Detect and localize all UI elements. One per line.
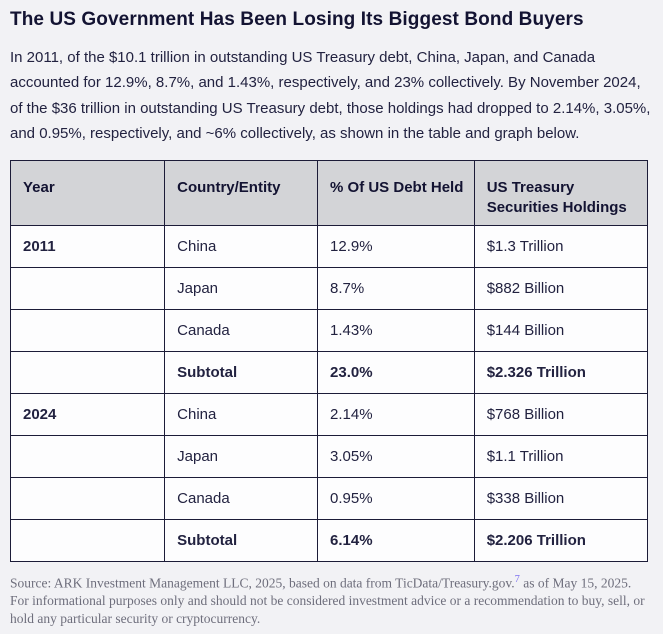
table-row: Japan 3.05% $1.1 Trillion <box>9 435 649 479</box>
cell-country: Japan <box>164 267 319 311</box>
cell-year: 2024 <box>9 393 166 437</box>
column-header-year: Year <box>9 159 166 227</box>
treasury-holdings-table: Year Country/Entity % Of US Debt Held US… <box>9 159 649 563</box>
cell-holdings: $768 Billion <box>473 393 649 437</box>
cell-holdings: $2.326 Trillion <box>473 351 649 395</box>
cell-pct: 1.43% <box>317 309 475 353</box>
cell-country: Canada <box>164 309 319 353</box>
cell-holdings: $882 Billion <box>473 267 649 311</box>
cell-country: China <box>164 393 319 437</box>
source-text-before: Source: ARK Investment Management LLC, 2… <box>10 575 515 591</box>
cell-holdings: $2.206 Trillion <box>473 519 649 563</box>
cell-country: Subtotal <box>164 351 319 395</box>
column-header-holdings: US Treasury Securities Holdings <box>473 159 649 227</box>
table-row: Japan 8.7% $882 Billion <box>9 267 649 311</box>
page-title: The US Government Has Been Losing Its Bi… <box>10 9 584 30</box>
footnote-link[interactable]: 7 <box>514 574 520 586</box>
cell-pct: 6.14% <box>317 519 475 563</box>
cell-pct: 12.9% <box>317 225 475 269</box>
intro-paragraph: In 2011, of the $10.1 trillion in outsta… <box>10 48 651 143</box>
cell-country: Subtotal <box>164 519 319 563</box>
cell-holdings: $338 Billion <box>473 477 649 521</box>
table-row: Subtotal 6.14% $2.206 Trillion <box>9 519 649 563</box>
cell-holdings: $144 Billion <box>473 309 649 353</box>
cell-year <box>9 309 166 353</box>
table-row: 2024 China 2.14% $768 Billion <box>9 393 649 437</box>
table-row: Canada 1.43% $144 Billion <box>9 309 649 353</box>
cell-year: 2011 <box>9 225 166 269</box>
source-note: Source: ARK Investment Management LLC, 2… <box>10 571 651 627</box>
cell-pct: 23.0% <box>317 351 475 395</box>
cell-holdings: $1.1 Trillion <box>473 435 649 479</box>
cell-year <box>9 351 166 395</box>
table-row: Subtotal 23.0% $2.326 Trillion <box>9 351 649 395</box>
cell-country: Japan <box>164 435 319 479</box>
cell-year <box>9 435 166 479</box>
table-row: Canada 0.95% $338 Billion <box>9 477 649 521</box>
cell-pct: 2.14% <box>317 393 475 437</box>
cell-pct: 0.95% <box>317 477 475 521</box>
column-header-pct-debt: % Of US Debt Held <box>317 159 475 227</box>
table-row: 2011 China 12.9% $1.3 Trillion <box>9 225 649 269</box>
column-header-country: Country/Entity <box>164 159 319 227</box>
source-text-after: as of May 15, 2025. For informational pu… <box>10 575 645 626</box>
cell-year <box>9 267 166 311</box>
cell-holdings: $1.3 Trillion <box>473 225 649 269</box>
cell-year <box>9 519 166 563</box>
cell-country: China <box>164 225 319 269</box>
cell-pct: 8.7% <box>317 267 475 311</box>
cell-country: Canada <box>164 477 319 521</box>
cell-year <box>9 477 166 521</box>
table-header-row: Year Country/Entity % Of US Debt Held US… <box>9 159 649 227</box>
cell-pct: 3.05% <box>317 435 475 479</box>
